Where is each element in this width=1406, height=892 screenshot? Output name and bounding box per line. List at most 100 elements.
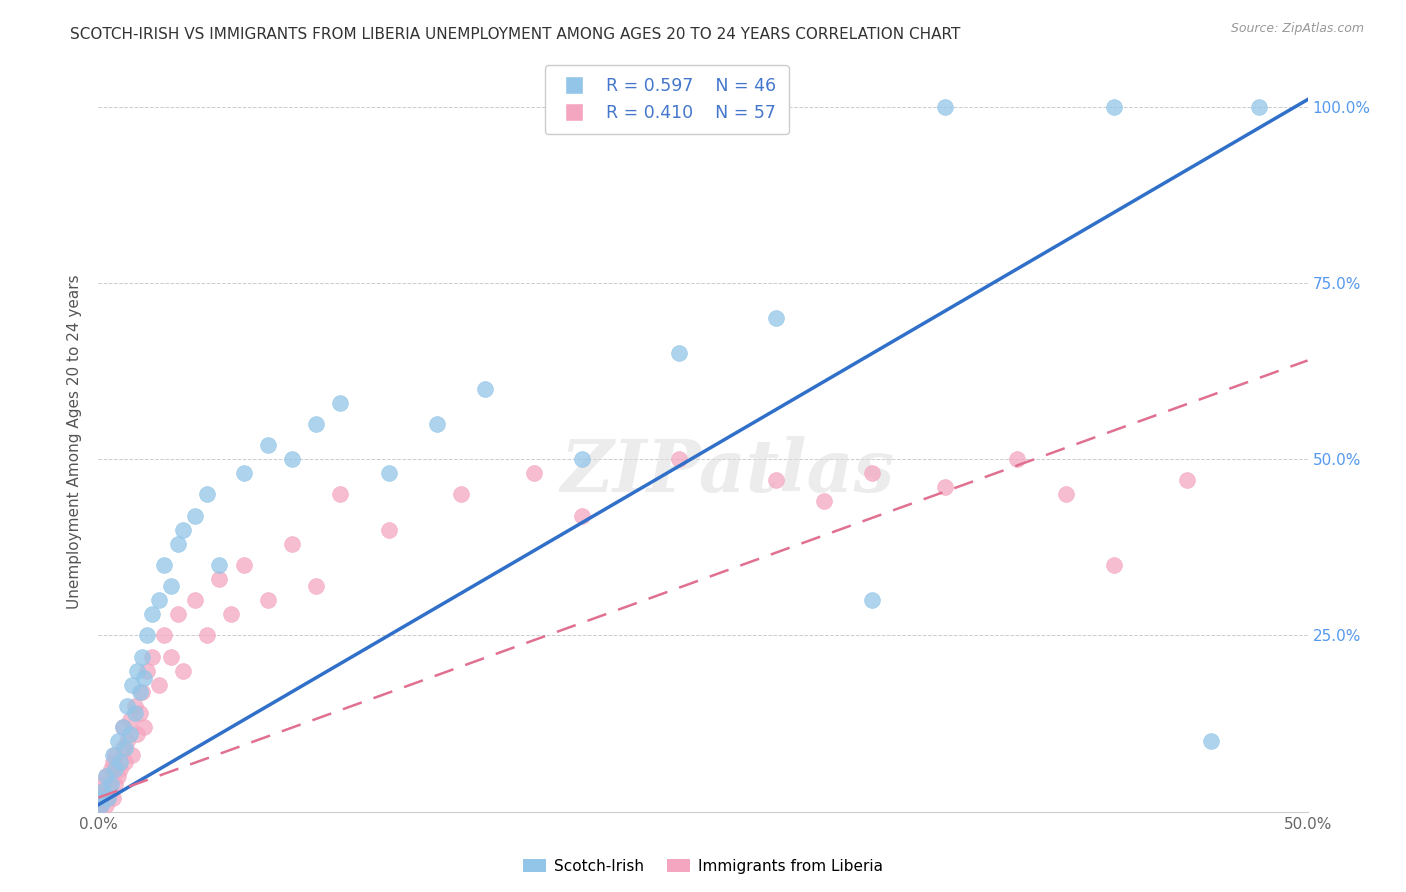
Point	[118, 727, 141, 741]
Point	[127, 664, 149, 678]
Point	[474, 382, 496, 396]
Point	[256, 593, 278, 607]
Point	[167, 607, 190, 622]
Point	[128, 706, 150, 720]
Point	[131, 685, 153, 699]
Point	[118, 713, 141, 727]
Point	[104, 748, 127, 763]
Point	[860, 467, 883, 481]
Point	[107, 769, 129, 783]
Point	[152, 558, 174, 572]
Point	[232, 467, 254, 481]
Point	[256, 438, 278, 452]
Point	[195, 628, 218, 642]
Point	[114, 756, 136, 770]
Point	[101, 790, 124, 805]
Point	[111, 741, 134, 756]
Point	[281, 537, 304, 551]
Point	[523, 467, 546, 481]
Point	[329, 396, 352, 410]
Point	[172, 523, 194, 537]
Point	[1007, 452, 1029, 467]
Point	[121, 748, 143, 763]
Point	[121, 678, 143, 692]
Point	[90, 797, 112, 812]
Y-axis label: Unemployment Among Ages 20 to 24 years: Unemployment Among Ages 20 to 24 years	[67, 274, 83, 609]
Point	[100, 763, 122, 777]
Point	[90, 797, 112, 812]
Point	[860, 593, 883, 607]
Point	[127, 727, 149, 741]
Point	[91, 783, 114, 797]
Point	[97, 790, 120, 805]
Point	[124, 706, 146, 720]
Point	[934, 100, 956, 114]
Point	[87, 797, 110, 812]
Point	[148, 593, 170, 607]
Point	[117, 734, 139, 748]
Point	[135, 628, 157, 642]
Point	[134, 720, 156, 734]
Point	[90, 783, 112, 797]
Point	[765, 311, 787, 326]
Legend: Scotch-Irish, Immigrants from Liberia: Scotch-Irish, Immigrants from Liberia	[517, 853, 889, 880]
Point	[111, 720, 134, 734]
Point	[195, 487, 218, 501]
Point	[1102, 100, 1125, 114]
Point	[87, 805, 110, 819]
Point	[87, 790, 110, 805]
Point	[377, 523, 399, 537]
Point	[100, 776, 122, 790]
Point	[232, 558, 254, 572]
Point	[813, 494, 835, 508]
Point	[141, 607, 163, 622]
Point	[221, 607, 243, 622]
Point	[134, 671, 156, 685]
Point	[141, 649, 163, 664]
Point	[91, 790, 114, 805]
Text: ZIPatlas: ZIPatlas	[560, 435, 894, 507]
Point	[426, 417, 449, 431]
Point	[184, 593, 207, 607]
Point	[1054, 487, 1077, 501]
Point	[100, 783, 122, 797]
Point	[117, 698, 139, 713]
Point	[934, 480, 956, 494]
Point	[765, 473, 787, 487]
Point	[184, 508, 207, 523]
Point	[160, 649, 183, 664]
Point	[114, 741, 136, 756]
Point	[108, 756, 131, 770]
Text: Source: ZipAtlas.com: Source: ZipAtlas.com	[1230, 22, 1364, 36]
Point	[208, 572, 231, 586]
Point	[305, 417, 328, 431]
Point	[305, 579, 328, 593]
Point	[104, 763, 127, 777]
Point	[1175, 473, 1198, 487]
Point	[668, 346, 690, 360]
Point	[131, 649, 153, 664]
Point	[450, 487, 472, 501]
Text: SCOTCH-IRISH VS IMMIGRANTS FROM LIBERIA UNEMPLOYMENT AMONG AGES 20 TO 24 YEARS C: SCOTCH-IRISH VS IMMIGRANTS FROM LIBERIA …	[70, 27, 960, 42]
Point	[329, 487, 352, 501]
Point	[167, 537, 190, 551]
Point	[571, 508, 593, 523]
Point	[668, 452, 690, 467]
Point	[91, 776, 114, 790]
Point	[160, 579, 183, 593]
Point	[128, 685, 150, 699]
Point	[1102, 558, 1125, 572]
Point	[107, 734, 129, 748]
Point	[97, 790, 120, 805]
Point	[1249, 100, 1271, 114]
Point	[104, 776, 127, 790]
Point	[101, 748, 124, 763]
Point	[208, 558, 231, 572]
Point	[1199, 734, 1222, 748]
Point	[111, 720, 134, 734]
Point	[281, 452, 304, 467]
Legend:   R = 0.597    N = 46,   R = 0.410    N = 57: R = 0.597 N = 46, R = 0.410 N = 57	[546, 65, 789, 134]
Point	[377, 467, 399, 481]
Point	[124, 698, 146, 713]
Point	[94, 797, 117, 812]
